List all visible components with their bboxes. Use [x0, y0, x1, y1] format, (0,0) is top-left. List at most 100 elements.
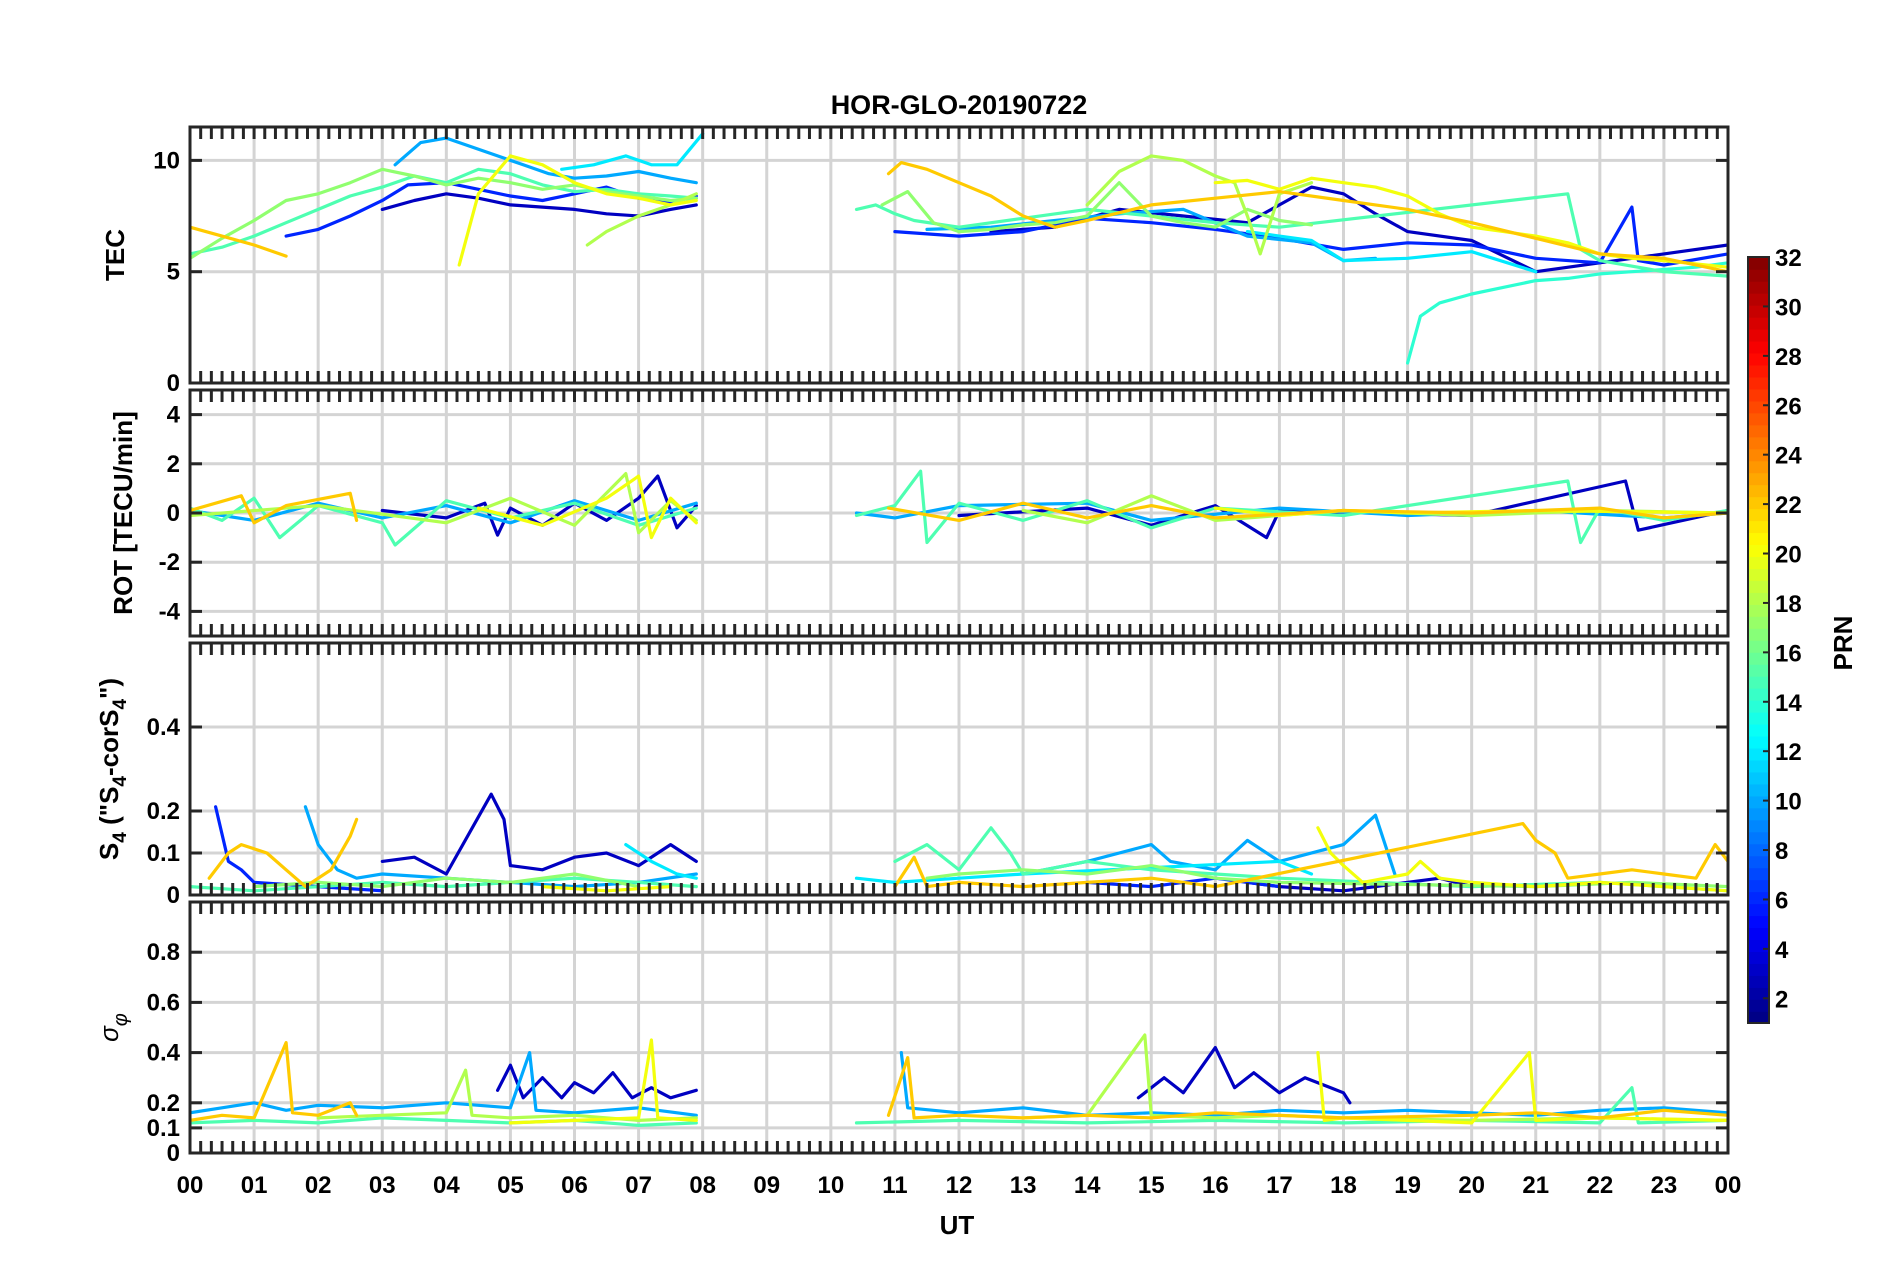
colorbar-segment — [1748, 759, 1769, 773]
series-line-prn-17 — [190, 167, 1314, 260]
colorbar-tick-label: 6 — [1775, 887, 1788, 914]
colorbar-segment — [1748, 939, 1769, 952]
colorbar-segment — [1748, 771, 1769, 785]
colorbar-segment — [1748, 663, 1769, 677]
colorbar-segment — [1748, 388, 1769, 402]
colorbar-segment — [1748, 711, 1769, 725]
y-tick-label: 0.6 — [147, 989, 180, 1016]
colorbar-segment — [1748, 675, 1769, 689]
colorbar-segment — [1748, 364, 1769, 378]
x-tick-label: 01 — [241, 1172, 268, 1199]
colorbar-segment — [1748, 616, 1769, 629]
colorbar-segment — [1748, 592, 1769, 605]
colorbar-tick-label: 14 — [1775, 690, 1802, 717]
x-minor-ticks — [188, 643, 1730, 895]
colorbar-segment — [1748, 484, 1769, 498]
series-group — [190, 1033, 1728, 1127]
colorbar-segment — [1748, 568, 1769, 581]
colorbar-segment — [1748, 436, 1769, 450]
colorbar-segment — [1748, 544, 1769, 558]
colorbar-segment — [1748, 508, 1769, 522]
panel-rot: -4 -2 0 2 4 ROT [TECU/min] — [108, 388, 1730, 638]
colorbar-segment — [1748, 328, 1769, 342]
y-tick-label: 0 — [167, 882, 180, 909]
colorbar-segment — [1748, 987, 1769, 1000]
x-tick-label: 06 — [561, 1172, 588, 1199]
y-tick-label: 0.4 — [147, 1040, 181, 1067]
colorbar-segment — [1748, 340, 1769, 354]
y-tick-label: 0.1 — [147, 1115, 180, 1142]
colorbar-segment — [1748, 268, 1769, 282]
x-tick-label: 13 — [1010, 1172, 1037, 1199]
y-axis-label: σφ — [94, 1013, 132, 1042]
colorbar-segment — [1748, 855, 1769, 869]
colorbar-segment — [1748, 699, 1769, 713]
colorbar-segment — [1748, 316, 1769, 330]
colorbar-segment — [1748, 807, 1769, 821]
colorbar-label: PRN — [1828, 616, 1858, 671]
x-tick-label: 12 — [946, 1172, 973, 1199]
colorbar-segment — [1748, 891, 1769, 905]
x-tick-label: 00 — [177, 1172, 204, 1199]
colorbar-segment — [1748, 604, 1769, 617]
y-tick-label: -2 — [159, 549, 180, 576]
x-tick-label: 00 — [1715, 1172, 1742, 1199]
colorbar-tick-label: 26 — [1775, 393, 1802, 420]
x-tick-label: 14 — [1074, 1172, 1101, 1199]
x-tick-label: 08 — [689, 1172, 716, 1199]
colorbar-segment — [1748, 975, 1769, 988]
colorbar-segment — [1748, 412, 1769, 426]
x-tick-label: 11 — [882, 1172, 907, 1199]
y-axis-label: S4​ ("S4​-corS4​") — [94, 678, 131, 860]
y-tick-label: 0.2 — [147, 1090, 180, 1117]
colorbar-segment — [1748, 927, 1769, 941]
x-minor-ticks — [188, 390, 1730, 636]
y-tick-label: 0 — [167, 1140, 180, 1167]
series-line-prn-3 — [380, 474, 1728, 540]
x-tick-label: 22 — [1586, 1172, 1613, 1199]
x-tick-label: 07 — [625, 1172, 652, 1199]
series-line-prn-10 — [190, 1051, 1728, 1117]
colorbar-tick-label: 22 — [1775, 492, 1802, 519]
series-line-prn-12 — [560, 132, 1538, 274]
colorbar-tick-label: 32 — [1775, 245, 1802, 272]
y-axis-label: ROT [TECU/min] — [108, 411, 138, 615]
x-axis-label: UT — [940, 1210, 975, 1240]
y-tick-label: 0 — [167, 500, 180, 527]
x-tick-label: 19 — [1394, 1172, 1421, 1199]
series-line-prn-22 — [190, 491, 1728, 525]
x-tick-label: 05 — [497, 1172, 524, 1199]
y-tick-label: -4 — [159, 598, 181, 625]
x-tick-label: 04 — [433, 1172, 460, 1199]
x-tick-label: 20 — [1458, 1172, 1485, 1199]
colorbar-segment — [1748, 951, 1769, 964]
y-tick-label: 5 — [167, 259, 180, 286]
colorbar-segment — [1748, 424, 1769, 438]
colorbar-segment — [1748, 496, 1769, 510]
colorbar-segment — [1748, 963, 1769, 976]
colorbar-segment — [1748, 628, 1769, 641]
colorbar-segment — [1748, 304, 1769, 318]
colorbar-segment — [1748, 292, 1769, 306]
y-tick-label: 0.1 — [147, 840, 180, 867]
x-tick-label: 17 — [1266, 1172, 1293, 1199]
colorbar-tick-label: 28 — [1775, 344, 1802, 371]
colorbar-segment — [1748, 687, 1769, 701]
x-tick-label: 18 — [1330, 1172, 1357, 1199]
colorbar-segment — [1748, 879, 1769, 893]
colorbar-segment — [1748, 903, 1769, 917]
colorbar-tick-label: 8 — [1775, 838, 1788, 865]
colorbar-segment — [1748, 747, 1769, 761]
colorbar-segment — [1748, 472, 1769, 486]
series-line-prn-22 — [190, 1041, 1728, 1122]
colorbar-tick-label: 4 — [1775, 937, 1789, 964]
y-tick-label: 0 — [167, 370, 180, 397]
colorbar-segment — [1748, 915, 1769, 929]
colorbar-segment — [1748, 352, 1769, 366]
colorbar-segment — [1748, 257, 1769, 270]
colorbar-segment — [1748, 831, 1769, 845]
series-line-prn-14 — [1406, 261, 1728, 365]
colorbar-tick-label: 10 — [1775, 789, 1802, 816]
x-tick-label: 23 — [1651, 1172, 1678, 1199]
